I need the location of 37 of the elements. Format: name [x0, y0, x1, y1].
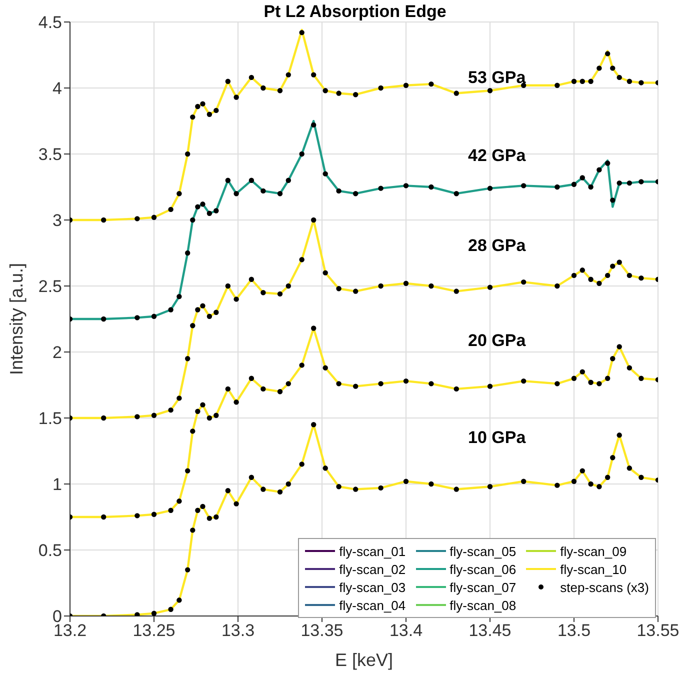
annotation: 20 GPa	[468, 331, 526, 351]
y-tick-label: 1.5	[38, 409, 62, 428]
annotation: 10 GPa	[468, 428, 526, 448]
legend-label: fly-scan_02	[339, 562, 406, 576]
y-tick-label: 4	[52, 79, 62, 98]
x-tick-label: 13.2	[53, 621, 87, 640]
annotation: 42 GPa	[468, 146, 526, 166]
y-tick-label: 3.5	[38, 145, 62, 164]
line-series	[70, 120, 658, 320]
legend-label: fly-scan_01	[339, 544, 406, 558]
legend-label: fly-scan_07	[450, 580, 516, 594]
x-tick-label: 13.45	[468, 621, 512, 640]
annotation: 53 GPa	[468, 68, 526, 88]
legend-label: fly-scan_05	[450, 544, 516, 558]
legend-label: fly-scan_06	[450, 562, 516, 576]
annotation: 28 GPa	[468, 236, 526, 256]
x-tick-label: 13.3	[221, 621, 255, 640]
x-tick-label: 13.5	[557, 621, 591, 640]
y-tick-label: 2.5	[38, 277, 62, 296]
x-tick-label: 13.4	[389, 621, 423, 640]
y-tick-label: 3	[52, 211, 62, 230]
legend-label: fly-scan_08	[450, 598, 516, 612]
legend-label: step-scans (x3)	[560, 580, 649, 594]
legend-label: fly-scan_09	[560, 544, 627, 558]
legend-label: fly-scan_03	[339, 580, 406, 594]
y-tick-label: 2	[52, 343, 62, 362]
y-tick-label: 0.5	[38, 541, 62, 560]
y-tick-label: 1	[52, 475, 62, 494]
x-tick-label: 13.55	[636, 621, 680, 640]
legend-label: fly-scan_04	[339, 598, 406, 612]
chart-title: Pt L2 Absorption Edge	[264, 2, 446, 21]
x-axis-title: E [keV]	[334, 650, 394, 670]
legend-label: fly-scan_10	[560, 562, 627, 576]
y-tick-label: 4.5	[38, 13, 62, 32]
x-tick-label: 13.35	[300, 621, 344, 640]
y-axis-title: Intensity [a.u.]	[6, 262, 26, 376]
x-tick-label: 13.25	[132, 621, 176, 640]
